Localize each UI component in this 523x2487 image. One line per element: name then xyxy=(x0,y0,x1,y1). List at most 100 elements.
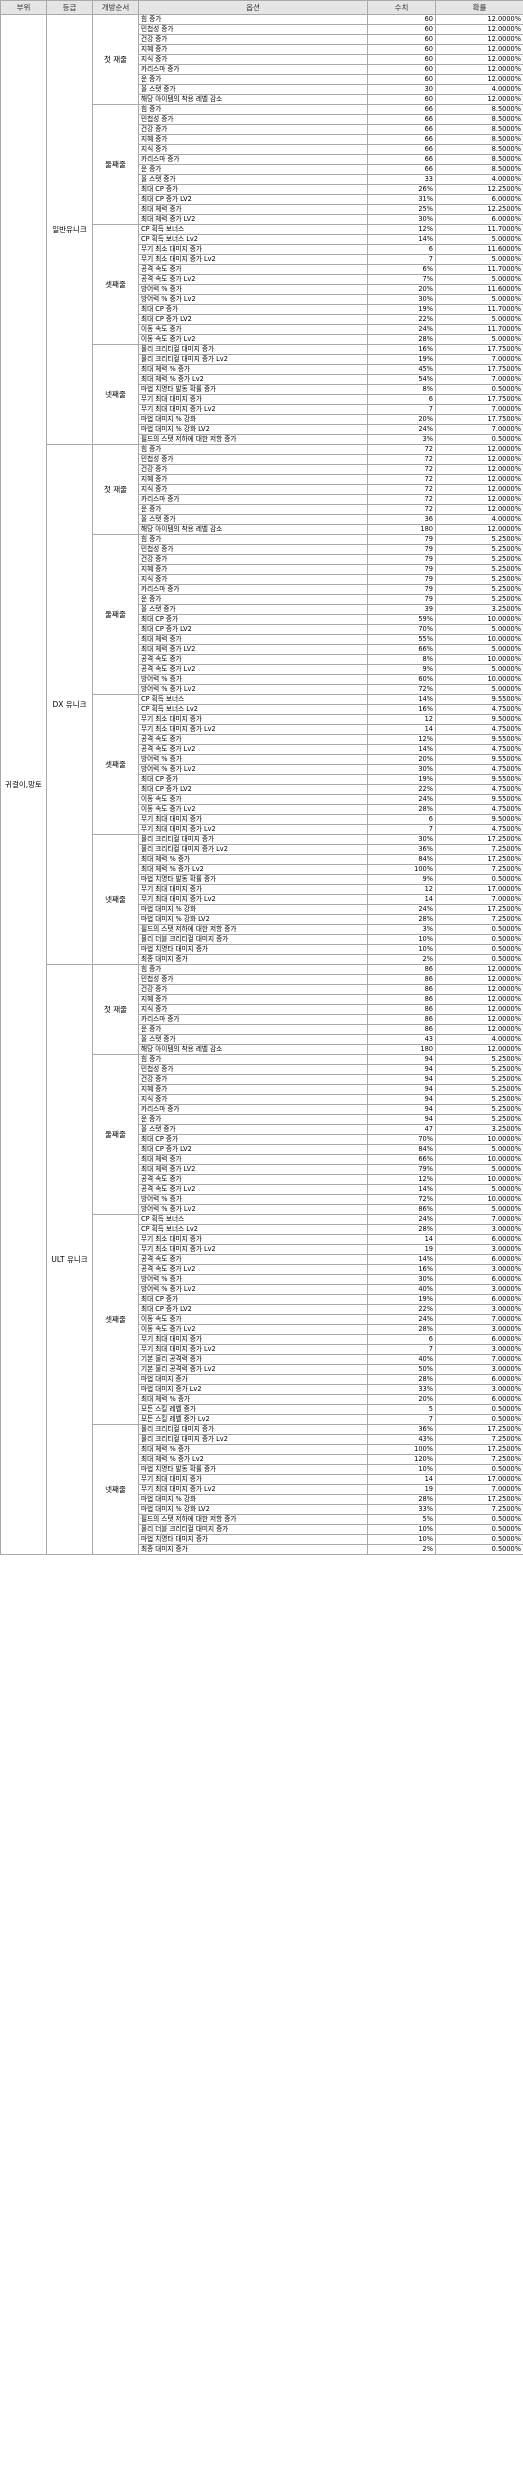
probability-cell: 5.0000% xyxy=(435,624,523,635)
stage-cell: 넷째줄 xyxy=(92,344,139,445)
probability-cell: 3.0000% xyxy=(435,1304,523,1315)
option-cell: 무기 최소 대미지 증가 Lv2 xyxy=(138,254,368,265)
value-cell: 72 xyxy=(367,474,436,485)
probability-cell: 12.0000% xyxy=(435,54,523,65)
option-cell: 지식 증가 xyxy=(138,144,368,155)
value-cell: 84% xyxy=(367,854,436,865)
value-cell: 66 xyxy=(367,144,436,155)
value-cell: 94 xyxy=(367,1064,436,1075)
probability-cell: 5.0000% xyxy=(435,644,523,655)
probability-cell: 12.0000% xyxy=(435,444,523,455)
table-row: 넷째줄 물리 크리티컬 대미지 증가 36% 17.2500% xyxy=(1,1424,523,1555)
probability-cell: 12.0000% xyxy=(435,44,523,55)
option-cell: 무기 최대 대미지 증가 Lv2 xyxy=(138,824,368,835)
value-cell: 94 xyxy=(367,1094,436,1105)
option-cell: 무기 최소 대미지 증가 Lv2 xyxy=(138,724,368,735)
probability-cell: 0.5000% xyxy=(435,1524,523,1535)
option-cell: 마법 대미지 % 강화 LV2 xyxy=(138,1504,368,1515)
probability-cell: 7.0000% xyxy=(435,1214,523,1225)
probability-cell: 3.0000% xyxy=(435,1364,523,1375)
probability-cell: 6.0000% xyxy=(435,1274,523,1285)
option-cell: 물리 크리티컬 대미지 증가 xyxy=(138,834,368,845)
value-cell: 25% xyxy=(367,204,436,215)
stage-cell: 넷째줄 xyxy=(92,1424,139,1555)
probability-cell: 0.5000% xyxy=(435,1514,523,1525)
table-row: 셋째줄 CP 획득 보너스 24% 7.0000% xyxy=(1,1214,523,1425)
value-cell: 19% xyxy=(367,304,436,315)
option-cell: 민첩성 증가 xyxy=(138,24,368,35)
value-cell: 66 xyxy=(367,154,436,165)
stage-cell: 둘째줄 xyxy=(92,1054,139,1215)
option-cell: 무기 최대 대미지 증가 xyxy=(138,814,368,825)
option-cell: 마법 대미지 증가 Lv2 xyxy=(138,1384,368,1395)
value-cell: 79 xyxy=(367,594,436,605)
option-cell: 무기 최대 대미지 증가 xyxy=(138,1474,368,1485)
value-cell: 14% xyxy=(367,744,436,755)
probability-cell: 12.0000% xyxy=(435,64,523,75)
value-cell: 20% xyxy=(367,754,436,765)
option-cell: 공격 속도 증가 Lv2 xyxy=(138,744,368,755)
probability-cell: 4.7500% xyxy=(435,704,523,715)
value-cell: 19% xyxy=(367,1294,436,1305)
option-cell: 물리 크리티컬 대미지 증가 xyxy=(138,1424,368,1435)
value-cell: 14% xyxy=(367,1184,436,1195)
value-cell: 94 xyxy=(367,1084,436,1095)
value-cell: 10% xyxy=(367,1464,436,1475)
option-cell: 운 증가 xyxy=(138,164,368,175)
value-cell: 66 xyxy=(367,114,436,125)
probability-cell: 12.0000% xyxy=(435,964,523,975)
value-cell: 19 xyxy=(367,1484,436,1495)
probability-cell: 4.0000% xyxy=(435,514,523,525)
option-cell: 지혜 증가 xyxy=(138,44,368,55)
option-table: 부위 등급 개방순서 옵션 수치 확률 귀걸이,망토 일반유니크 첫 재줄 힘 증가 6… xyxy=(0,0,523,1555)
option-cell: 올 스탯 증가 xyxy=(138,604,368,615)
value-cell: 66% xyxy=(367,1154,436,1165)
option-cell: 최대 체력 % 증가 Lv2 xyxy=(138,1454,368,1465)
option-cell: 마법 치명타 대미지 증가 xyxy=(138,1534,368,1545)
slot-cell: 귀걸이,망토 xyxy=(0,14,47,1555)
value-cell: 94 xyxy=(367,1104,436,1115)
option-cell: 힘 증가 xyxy=(138,444,368,455)
probability-cell: 4.0000% xyxy=(435,84,523,95)
option-cell: 무기 최소 대미지 증가 Lv2 xyxy=(138,1244,368,1255)
probability-cell: 11.7000% xyxy=(435,324,523,335)
option-cell: 건강 증가 xyxy=(138,554,368,565)
option-cell: 최대 CP 증가 xyxy=(138,304,368,315)
probability-cell: 8.5000% xyxy=(435,114,523,125)
value-cell: 86 xyxy=(367,994,436,1005)
probability-cell: 4.0000% xyxy=(435,1034,523,1045)
value-cell: 10% xyxy=(367,1534,436,1545)
probability-cell: 6.0000% xyxy=(435,1374,523,1385)
probability-cell: 12.0000% xyxy=(435,24,523,35)
value-cell: 19% xyxy=(367,774,436,785)
option-cell: 이동 속도 증가 Lv2 xyxy=(138,804,368,815)
probability-cell: 12.0000% xyxy=(435,464,523,475)
value-cell: 14 xyxy=(367,724,436,735)
probability-cell: 17.7500% xyxy=(435,364,523,375)
value-cell: 2% xyxy=(367,954,436,965)
probability-cell: 4.7500% xyxy=(435,804,523,815)
probability-cell: 5.2500% xyxy=(435,1074,523,1085)
probability-cell: 4.7500% xyxy=(435,744,523,755)
probability-cell: 5.0000% xyxy=(435,254,523,265)
probability-cell: 11.7000% xyxy=(435,304,523,315)
option-cell: CP 획득 보너스 Lv2 xyxy=(138,1224,368,1235)
probability-cell: 10.0000% xyxy=(435,1154,523,1165)
option-cell: 이동 속도 증가 xyxy=(138,794,368,805)
value-cell: 16% xyxy=(367,704,436,715)
header-probability: 확률 xyxy=(435,0,523,15)
table-row: 귀걸이,망토 일반유니크 첫 재줄 힘 증가 60 12.0000% xyxy=(0,14,523,1555)
value-cell: 60 xyxy=(367,44,436,55)
value-cell: 33% xyxy=(367,1384,436,1395)
probability-cell: 4.7500% xyxy=(435,724,523,735)
probability-cell: 10.0000% xyxy=(435,1174,523,1185)
option-cell: 해당 아이템의 착용 레벨 감소 xyxy=(138,94,368,105)
option-cell: 필드의 스탯 저하에 대한 저항 증가 xyxy=(138,434,368,445)
option-cell: 최대 체력 % 증가 Lv2 xyxy=(138,864,368,875)
value-cell: 19 xyxy=(367,1244,436,1255)
option-cell: 기본 물리 공격력 증가 Lv2 xyxy=(138,1364,368,1375)
option-cell: 최대 체력 증가 LV2 xyxy=(138,1164,368,1175)
option-cell: 운 증가 xyxy=(138,74,368,85)
option-cell: 이동 속도 증가 Lv2 xyxy=(138,334,368,345)
option-cell: 올 스탯 증가 xyxy=(138,84,368,95)
